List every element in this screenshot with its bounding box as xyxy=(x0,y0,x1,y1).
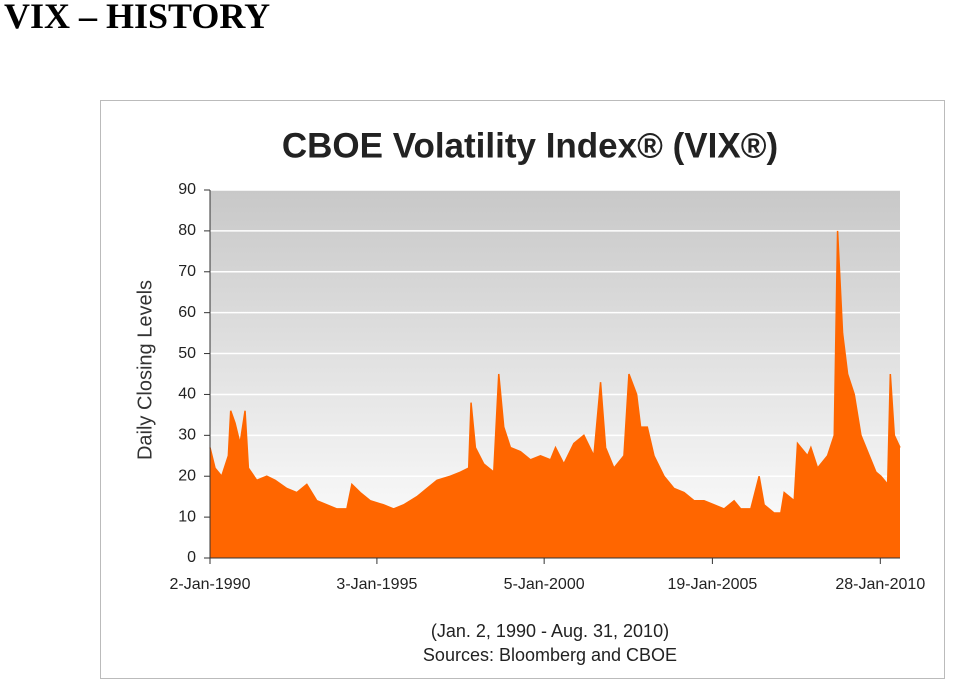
x-tick-label: 19-Jan-2005 xyxy=(667,576,757,593)
y-tick-label: 50 xyxy=(178,345,196,362)
x-tick-label: 3-Jan-1995 xyxy=(336,576,417,593)
area-line xyxy=(209,230,901,514)
y-tick-label: 90 xyxy=(178,181,196,198)
y-tick-label: 0 xyxy=(187,549,196,566)
plot: 0 10 20 30 40 50 60 70 80 90 2-Jan-1990 3-Jan-1995 5… xyxy=(170,181,926,593)
x-tick-label: 5-Jan-2000 xyxy=(504,576,585,593)
caption: (Jan. 2, 1990 - Aug. 31, 2010) xyxy=(431,621,669,641)
y-axis-label: Daily Closing Levels xyxy=(134,280,156,460)
y-tick-label: 70 xyxy=(178,263,196,280)
x-tick-label: 2-Jan-1990 xyxy=(170,576,251,593)
y-tick-label: 80 xyxy=(178,222,196,239)
x-tick-label: 28-Jan-2010 xyxy=(835,576,925,593)
y-tick-label: 60 xyxy=(178,304,196,321)
area-fill xyxy=(210,230,900,558)
y-tick-label: 40 xyxy=(178,386,196,403)
caption: Sources: Bloomberg and CBOE xyxy=(423,645,677,665)
y-tick-label: 10 xyxy=(178,508,196,525)
chart-title: CBOE Volatility Index® (VIX®) xyxy=(282,126,778,165)
y-tick-label: 30 xyxy=(178,427,196,444)
y-tick-label: 20 xyxy=(178,467,196,484)
slide-title: VIX – HISTORY xyxy=(4,0,270,36)
